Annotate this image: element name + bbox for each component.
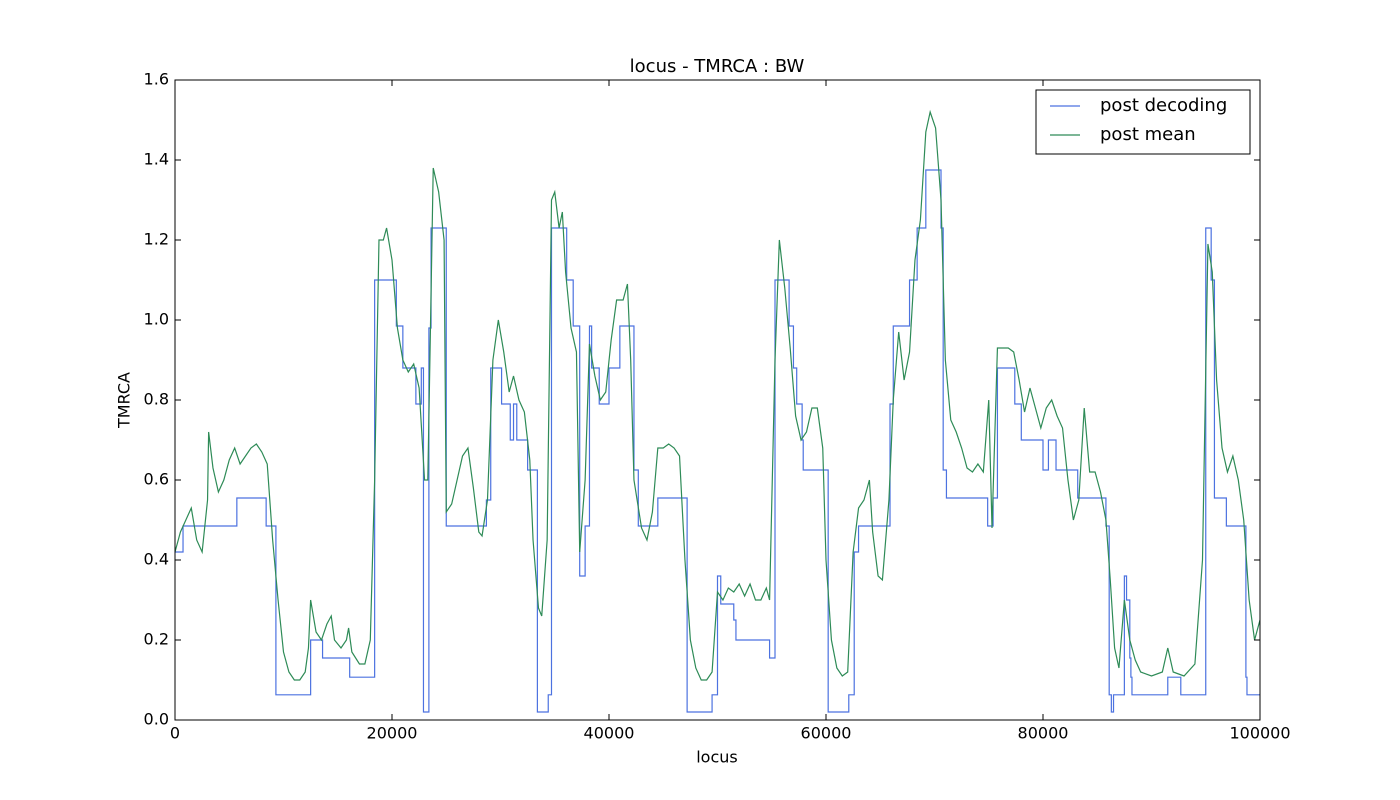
x-tick-label: 80000	[1018, 724, 1069, 743]
data-line	[175, 109, 1260, 681]
legend-box	[1035, 89, 1251, 155]
x-tick-label: 100000	[1229, 724, 1290, 743]
y-tick-label: 0.2	[144, 630, 169, 649]
x-tick-label: 60000	[801, 724, 852, 743]
y-axis-label: TMRCA	[115, 372, 134, 429]
data-line	[175, 169, 1260, 713]
legend-label: post mean	[1100, 124, 1196, 145]
chart-title: locus - TMRCA : BW	[630, 56, 805, 77]
y-tick-label: 1.2	[144, 230, 169, 249]
y-tick-label: 1.4	[144, 150, 169, 169]
y-tick-label: 0.0	[144, 710, 169, 729]
x-tick-label: 0	[170, 724, 180, 743]
y-tick-label: 0.4	[144, 550, 169, 569]
y-tick-label: 0.8	[144, 390, 169, 409]
y-tick-label: 0.6	[144, 470, 169, 489]
x-tick-label: 20000	[367, 724, 418, 743]
y-tick-label: 1.0	[144, 310, 169, 329]
y-tick-label: 1.6	[144, 70, 169, 89]
legend-label: post decoding	[1100, 95, 1227, 116]
x-tick-label: 40000	[584, 724, 635, 743]
x-axis-label: locus	[696, 748, 738, 767]
